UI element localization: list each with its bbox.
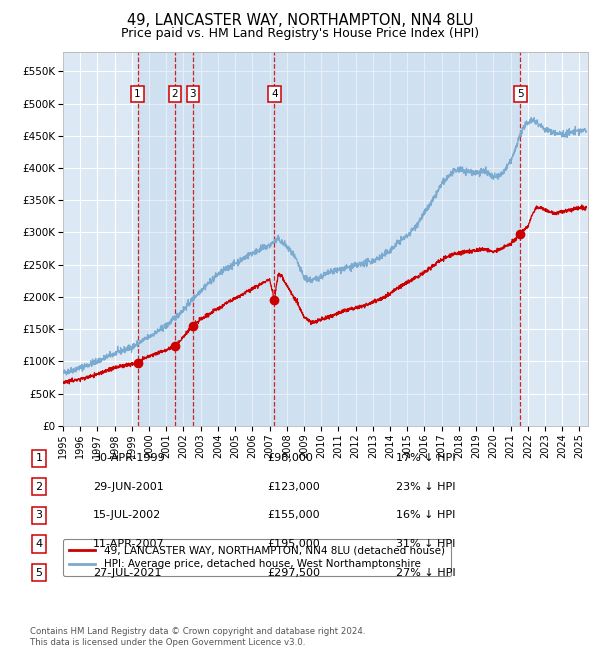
Legend: 49, LANCASTER WAY, NORTHAMPTON, NN4 8LU (detached house), HPI: Average price, de: 49, LANCASTER WAY, NORTHAMPTON, NN4 8LU … [63,539,451,576]
Text: 15-JUL-2002: 15-JUL-2002 [93,510,161,521]
Text: Price paid vs. HM Land Registry's House Price Index (HPI): Price paid vs. HM Land Registry's House … [121,27,479,40]
Text: £155,000: £155,000 [267,510,320,521]
Text: 5: 5 [35,567,43,578]
Text: 2: 2 [172,89,178,99]
Text: 30-APR-1999: 30-APR-1999 [93,453,165,463]
Text: 29-JUN-2001: 29-JUN-2001 [93,482,164,492]
Text: 16% ↓ HPI: 16% ↓ HPI [396,510,455,521]
Text: £297,500: £297,500 [267,567,320,578]
Text: 4: 4 [35,539,43,549]
Text: 3: 3 [190,89,196,99]
Text: 1: 1 [35,453,43,463]
Text: 23% ↓ HPI: 23% ↓ HPI [396,482,455,492]
Text: 27% ↓ HPI: 27% ↓ HPI [396,567,455,578]
Text: Contains HM Land Registry data © Crown copyright and database right 2024.
This d: Contains HM Land Registry data © Crown c… [30,627,365,647]
Text: 17% ↓ HPI: 17% ↓ HPI [396,453,455,463]
Text: 49, LANCASTER WAY, NORTHAMPTON, NN4 8LU: 49, LANCASTER WAY, NORTHAMPTON, NN4 8LU [127,13,473,28]
Bar [137,52,175,426]
Text: £195,000: £195,000 [267,539,320,549]
Bar [193,52,274,426]
Text: 5: 5 [517,89,524,99]
Bar [274,52,520,426]
Text: 1: 1 [134,89,141,99]
Text: £98,000: £98,000 [267,453,313,463]
Text: 31% ↓ HPI: 31% ↓ HPI [396,539,455,549]
Bar [175,52,193,426]
Text: 27-JUL-2021: 27-JUL-2021 [93,567,161,578]
Text: 4: 4 [271,89,278,99]
Text: 2: 2 [35,482,43,492]
Text: 3: 3 [35,510,43,521]
Text: £123,000: £123,000 [267,482,320,492]
Text: 11-APR-2007: 11-APR-2007 [93,539,164,549]
